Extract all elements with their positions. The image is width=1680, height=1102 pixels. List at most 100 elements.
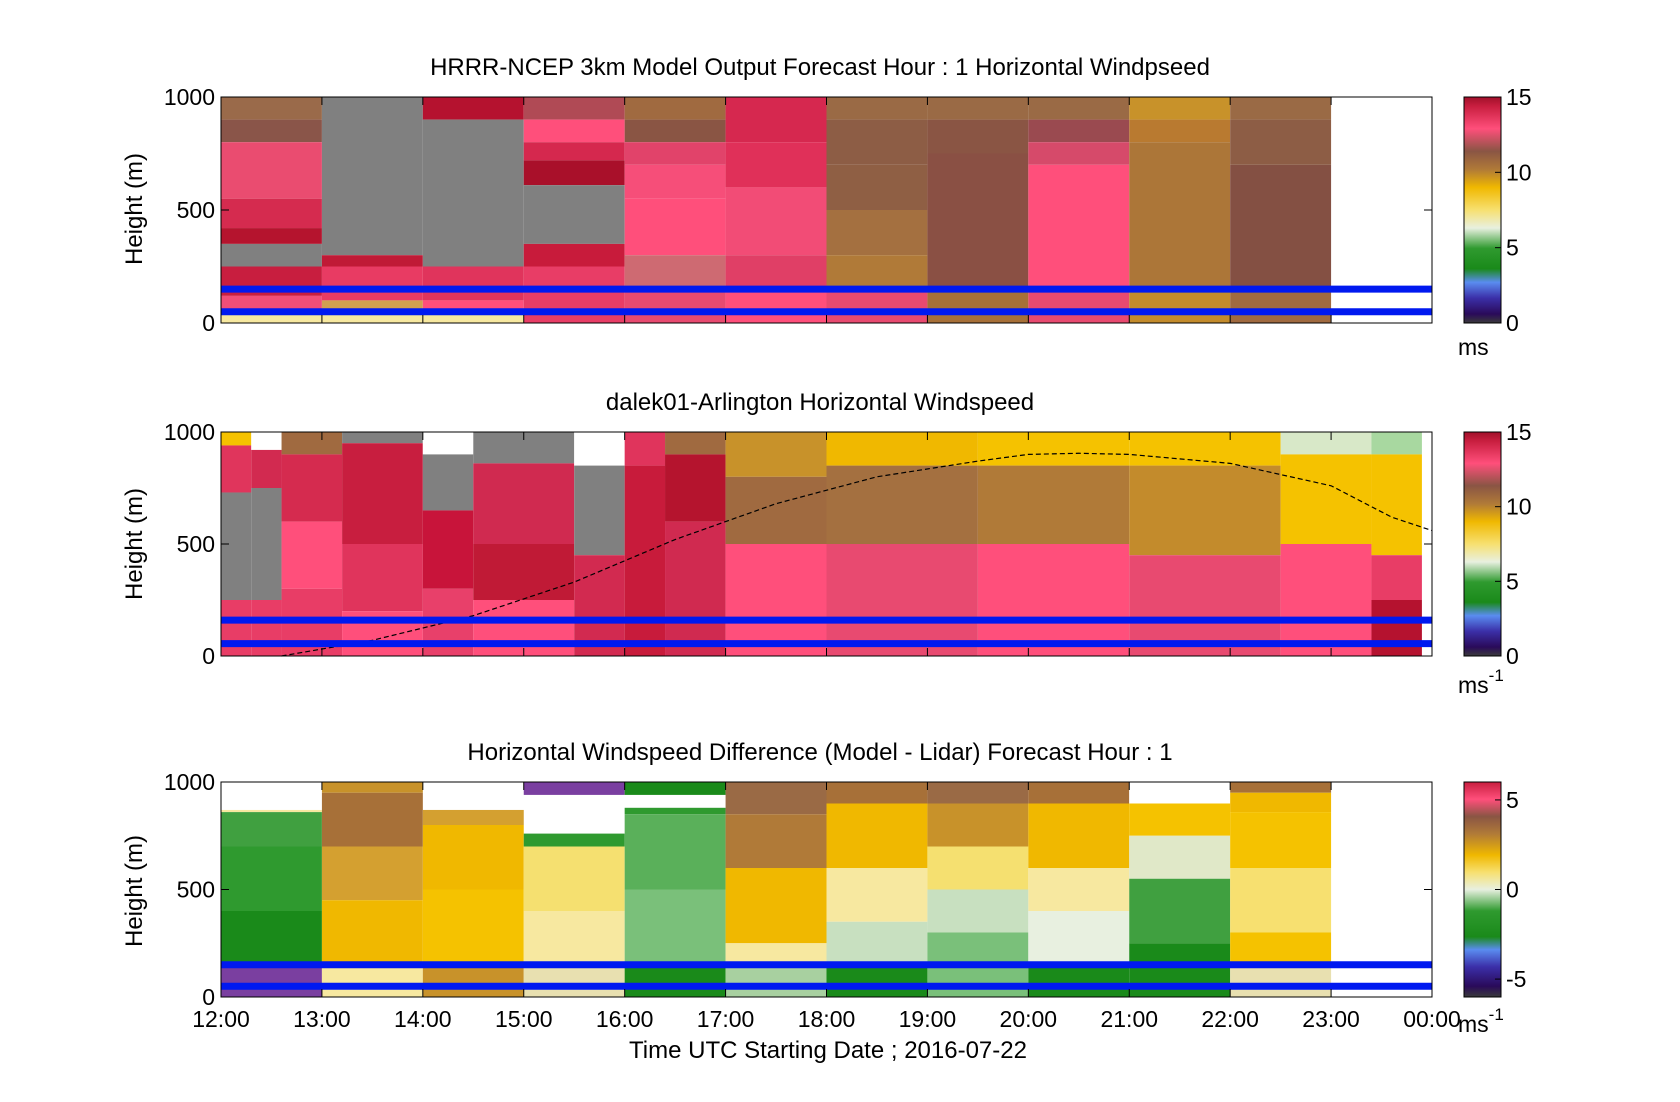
heatmap-cell (1129, 289, 1231, 323)
colorbar (1463, 96, 1502, 324)
heatmap-cell (1028, 868, 1130, 911)
heatmap-cell (624, 964, 726, 997)
heatmap-cell (1129, 555, 1281, 656)
colorbar-tick-label: 5 (1506, 787, 1519, 813)
heatmap-cell (927, 846, 1029, 890)
y-axis-label: Height (m) (121, 153, 148, 265)
heatmap-cell (321, 900, 423, 965)
heatmap-cell (1371, 454, 1422, 556)
heatmap-cell (624, 807, 726, 815)
colorbar-tick-label: 5 (1506, 235, 1519, 261)
heatmap-cell (523, 243, 625, 267)
heatmap-cell (826, 255, 928, 290)
heatmap-cell (342, 544, 423, 612)
heatmap-cell (725, 964, 827, 997)
heatmap-cell (725, 142, 827, 188)
heatmap-cell (1129, 835, 1231, 879)
heatmap-cell (221, 313, 322, 323)
x-tick-label: 17:00 (697, 1006, 755, 1032)
heatmap-cell (1371, 555, 1422, 600)
heatmap-cell (1371, 600, 1422, 656)
heatmap-cell (624, 198, 726, 256)
heatmap-cell (977, 465, 1130, 544)
heatmap-cell (1230, 812, 1332, 868)
heatmap-cell (927, 889, 1029, 933)
heatmap-cell (725, 544, 827, 656)
x-axis-label: Time UTC Starting Date ; 2016-07-22 (629, 1037, 1027, 1064)
y-tick-label: 1000 (164, 419, 215, 445)
heatmap-cell (725, 943, 827, 965)
colorbar (1463, 781, 1502, 998)
heatmap-cell (422, 510, 474, 589)
heatmap-cell (1028, 911, 1130, 965)
heatmap-cell (1230, 164, 1332, 290)
colorbar (1463, 431, 1502, 657)
heatmap-cell (1028, 803, 1130, 868)
heatmap-cell (725, 432, 827, 477)
heatmap-cell (321, 313, 423, 323)
heatmap-cell (826, 921, 928, 965)
colorbar-unit: ms-1 (1458, 666, 1504, 698)
heatmap-cell (624, 782, 726, 795)
heatmap-cell (1028, 289, 1130, 323)
heatmap-cell (927, 97, 1029, 120)
heatmap-cell (473, 544, 575, 600)
heatmap-cell (1028, 119, 1130, 143)
heatmap-cell (321, 846, 423, 901)
y-tick-label: 500 (177, 877, 215, 903)
y-tick-label: 0 (202, 984, 215, 1010)
heatmap-cell (927, 153, 1029, 290)
heatmap-cell (523, 964, 625, 997)
heatmap-cell (321, 964, 423, 997)
colorbar-tick-label: 0 (1506, 643, 1519, 669)
heatmap-cell (473, 600, 575, 656)
y-tick-label: 1000 (164, 84, 215, 110)
y-tick-label: 0 (202, 310, 215, 336)
colorbar-unit-base: ms (1458, 1011, 1489, 1037)
heatmap-cell (1280, 454, 1372, 544)
colorbar-tick-label: 15 (1506, 419, 1532, 445)
heatmap-cell (624, 432, 666, 466)
heatmap-cell (725, 814, 827, 868)
heatmap-cell (826, 164, 928, 210)
heatmap-cell (826, 868, 928, 922)
heatmap-cell (624, 289, 726, 323)
x-tick-label: 15:00 (495, 1006, 553, 1032)
heatmap-cell (624, 119, 726, 143)
heatmap-cell (221, 492, 252, 600)
y-tick-label: 0 (202, 643, 215, 669)
heatmap-cell (977, 432, 1130, 466)
heatmap-cell (1129, 432, 1281, 466)
panel-difference: Horizontal Windspeed Difference (Model -… (121, 739, 1526, 1037)
heatmap-cell (422, 454, 474, 511)
heatmap-cell (422, 964, 524, 997)
heatmap-cell (1129, 142, 1231, 290)
heatmap-cell (251, 488, 282, 600)
colorbar-tick-label: 15 (1506, 84, 1532, 110)
x-tick-label: 21:00 (1100, 1006, 1158, 1032)
heatmap-cell (665, 521, 726, 656)
heatmap-cell (221, 198, 322, 229)
heatmap-cell (523, 142, 625, 161)
heatmap-cell (523, 160, 625, 186)
heatmap-cell (523, 119, 625, 143)
heatmap-cell (826, 97, 928, 120)
heatmap-cell (826, 465, 978, 544)
heatmap-cell (221, 432, 252, 446)
heatmap-cell (725, 868, 827, 944)
heatmap-cell (523, 846, 625, 911)
heatmap-cell (725, 782, 827, 815)
heatmap-cell (1230, 782, 1332, 793)
heatmap-cell (251, 432, 282, 450)
heatmap-cell (523, 782, 625, 795)
heatmap-cell (221, 243, 322, 267)
heatmap-cell (826, 289, 928, 323)
heatmap-cell (321, 97, 423, 256)
panel-title: Horizontal Windspeed Difference (Model -… (467, 739, 1172, 766)
heatmap-cell (1230, 964, 1332, 997)
heatmap-cell (826, 964, 928, 997)
colorbar-unit-exponent: -1 (1489, 1005, 1504, 1024)
panel-title: dalek01-Arlington Horizontal Windspeed (606, 389, 1034, 416)
heatmap-cell (826, 119, 928, 165)
colorbar-tick-label: 0 (1506, 877, 1519, 903)
